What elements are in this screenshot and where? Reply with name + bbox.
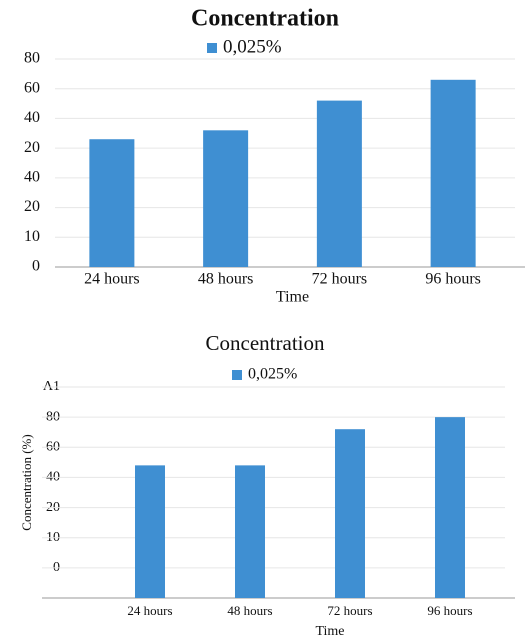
x-axis-label: Time [276, 289, 309, 306]
x-tick-label: 48 hours [198, 271, 254, 288]
x-axis-label: Time [315, 624, 344, 639]
y-tick-label: 10 [24, 228, 40, 245]
x-tick-label: 96 hours [427, 603, 472, 618]
bar [335, 429, 365, 598]
bar [203, 130, 249, 267]
y-tick-label: 40 [24, 109, 40, 126]
bar [430, 79, 476, 267]
x-tick-label: 96 hours [425, 271, 481, 288]
legend-swatch [207, 43, 217, 53]
legend-label: 0,025% [248, 366, 297, 383]
x-tick-label: 24 hours [127, 603, 172, 618]
legend-label: 0,025% [223, 36, 282, 57]
y-tick-label: 20 [24, 139, 40, 156]
bar [316, 100, 362, 267]
chart-title: Concentration [191, 6, 339, 32]
y-tick-label: 40 [24, 169, 40, 186]
y-axis-label: Concentration (%) [19, 434, 34, 530]
bar [435, 417, 465, 598]
x-tick-label: 24 hours [84, 271, 140, 288]
x-tick-label: 72 hours [327, 603, 372, 618]
y-tick-label: 60 [24, 79, 40, 96]
bar [135, 465, 165, 598]
chart-title: Concentration [206, 331, 325, 355]
y-tick-label: 80 [24, 50, 40, 67]
x-tick-label: 72 hours [312, 271, 368, 288]
bar [89, 139, 135, 267]
x-tick-label: 48 hours [227, 603, 272, 618]
y-tick-label: 20 [24, 198, 40, 215]
legend-swatch [232, 370, 242, 380]
bar [235, 465, 265, 598]
y-tick-label: 0 [32, 258, 40, 275]
